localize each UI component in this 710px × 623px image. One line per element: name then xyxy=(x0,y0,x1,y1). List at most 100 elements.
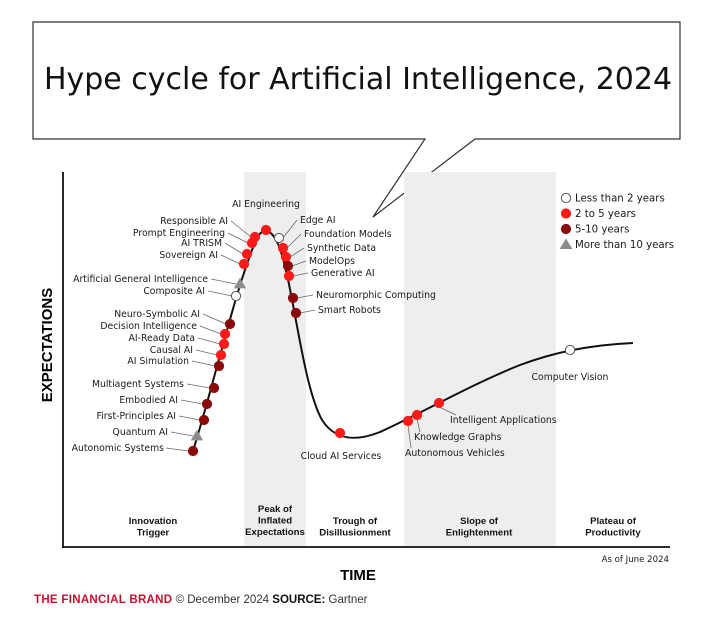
legend-swatch-5to10 xyxy=(560,223,572,235)
leader-line-neuro-symbolic-ai xyxy=(202,313,227,325)
label-responsible-ai: Responsible AI xyxy=(160,216,228,227)
label-composite-ai: Composite AI xyxy=(143,286,205,297)
label-generative-ai: Generative AI xyxy=(311,268,375,279)
marker-sovereign-ai xyxy=(238,258,250,270)
y-axis-label: EXPECTATIONS xyxy=(39,288,56,402)
copyright-date: © December 2024 xyxy=(175,594,270,606)
label-embodied-ai: Embodied AI xyxy=(119,395,178,406)
source-label: SOURCE: xyxy=(272,594,326,606)
leader-line-quantum-ai xyxy=(170,431,194,437)
marker-ai-engineering xyxy=(260,224,272,236)
leader-line-causal-ai xyxy=(195,349,218,356)
marker-modelops xyxy=(282,260,294,272)
legend-label-5to10: 5-10 years xyxy=(575,225,629,236)
leader-line-autonomous-vehicles xyxy=(407,424,412,449)
label-edge-ai: Edge AI xyxy=(300,215,335,226)
label-prompt-engineering: Prompt Engineering xyxy=(133,228,225,239)
marker-artificial-general-intelligence xyxy=(233,277,247,289)
label-knowledge-graphs: Knowledge Graphs xyxy=(414,432,502,443)
label-quantum-ai: Quantum AI xyxy=(113,427,168,438)
phase-label-plateau-of-productivity: Plateau of Productivity xyxy=(585,516,641,539)
leader-line-ai-simulation xyxy=(191,360,216,367)
label-modelops: ModelOps xyxy=(309,256,355,267)
label-causal-ai: Causal AI xyxy=(150,345,193,356)
label-intelligent-applications: Intelligent Applications xyxy=(450,415,557,426)
label-autonomous-vehicles: Autonomous Vehicles xyxy=(405,448,505,459)
label-decision-intelligence: Decision Intelligence xyxy=(100,321,197,332)
leader-line-embodied-ai xyxy=(180,399,204,405)
marker-embodied-ai xyxy=(201,398,213,410)
leader-line-responsible-ai xyxy=(230,220,252,238)
leader-line-prompt-engineering xyxy=(227,232,249,244)
phase-label-innovation-trigger: Innovation Trigger xyxy=(129,516,178,539)
marker-first-principles-ai xyxy=(198,414,210,426)
marker-neuromorphic-computing xyxy=(287,292,299,304)
marker-cloud-ai-services xyxy=(334,427,346,439)
leader-line-multiagent-systems xyxy=(186,383,211,389)
phase-band-peak-of-inflated-expectations xyxy=(244,172,306,547)
chart-title: Hype cycle for Artificial Intelligence, … xyxy=(44,62,672,97)
x-axis-label: TIME xyxy=(340,567,376,584)
label-smart-robots: Smart Robots xyxy=(318,305,381,316)
leader-line-ai-trism xyxy=(224,242,244,255)
marker-decision-intelligence xyxy=(219,328,231,340)
marker-synthetic-data xyxy=(280,251,292,263)
label-foundation-models: Foundation Models xyxy=(304,229,392,240)
label-neuromorphic-computing: Neuromorphic Computing xyxy=(316,290,436,301)
label-neuro-symbolic-ai: Neuro-Symbolic AI xyxy=(114,309,200,320)
leader-line-sovereign-ai xyxy=(220,254,241,265)
title-bubble: Hype cycle for Artificial Intelligence, … xyxy=(32,21,681,218)
leader-line-knowledge-graphs xyxy=(416,418,421,433)
marker-knowledge-graphs xyxy=(411,409,423,421)
marker-ai-simulation xyxy=(213,360,225,372)
brand-name: THE FINANCIAL BRAND xyxy=(34,594,173,606)
label-cloud-ai-services: Cloud AI Services xyxy=(301,451,382,462)
phase-label-slope-of-enlightenment: Slope of Enlightenment xyxy=(446,516,513,539)
marker-neuro-symbolic-ai xyxy=(224,318,236,330)
marker-edge-ai xyxy=(273,232,285,244)
leader-line-foundation-models xyxy=(286,233,302,249)
marker-foundation-models xyxy=(277,242,289,254)
leader-line-ai-ready-data xyxy=(197,337,221,345)
marker-autonomous-vehicles xyxy=(402,415,414,427)
marker-responsible-ai xyxy=(249,231,261,243)
marker-ai-ready-data xyxy=(218,338,230,350)
marker-computer-vision xyxy=(564,344,576,356)
leader-line-modelops xyxy=(291,260,307,267)
technology-markers: Autonomic Systems Quantum AI First-Princip… xyxy=(72,199,609,462)
label-ai-ready-data: AI-Ready Data xyxy=(129,333,195,344)
legend-swatch-2to5 xyxy=(560,208,572,219)
source-name: Gartner xyxy=(328,594,368,606)
label-autonomic-systems: Autonomic Systems xyxy=(72,443,165,454)
leader-line-artificial-general-intelligence xyxy=(210,278,237,285)
leader-line-decision-intelligence xyxy=(199,325,222,335)
phase-bands xyxy=(244,172,556,547)
leader-line-composite-ai xyxy=(207,290,233,297)
leader-line-synthetic-data xyxy=(289,247,305,258)
label-computer-vision: Computer Vision xyxy=(532,372,609,383)
marker-smart-robots xyxy=(290,307,302,319)
legend-label-gt10: More than 10 years xyxy=(575,240,674,251)
leader-line-autonomic-systems xyxy=(165,447,190,452)
label-first-principles-ai: First-Principles AI xyxy=(97,411,176,422)
footer: THE FINANCIAL BRAND © December 2024 SOUR… xyxy=(34,594,368,606)
label-multiagent-systems: Multiagent Systems xyxy=(92,379,184,390)
label-ai-simulation: AI Simulation xyxy=(127,356,189,367)
label-ai-trism: AI TRISM xyxy=(181,238,222,249)
marker-causal-ai xyxy=(215,349,227,361)
marker-generative-ai xyxy=(283,270,295,282)
legend-label-2to5: 2 to 5 years xyxy=(575,209,636,220)
leader-line-intelligent-applications xyxy=(438,406,457,416)
marker-ai-trism xyxy=(241,248,253,260)
as-of-note: As of June 2024 xyxy=(602,555,669,565)
legend-swatch-lt2 xyxy=(560,192,572,204)
leader-line-neuromorphic-computing xyxy=(296,294,314,299)
phase-labels: Innovation Trigger Peak of Inflated Expectat… xyxy=(129,504,642,539)
marker-autonomic-systems xyxy=(187,445,199,457)
leader-line-first-principles-ai xyxy=(178,415,201,421)
leader-line-edge-ai xyxy=(282,219,298,239)
phase-band-slope-of-enlightenment xyxy=(404,172,556,547)
marker-composite-ai xyxy=(230,290,242,302)
marker-intelligent-applications xyxy=(433,397,445,409)
